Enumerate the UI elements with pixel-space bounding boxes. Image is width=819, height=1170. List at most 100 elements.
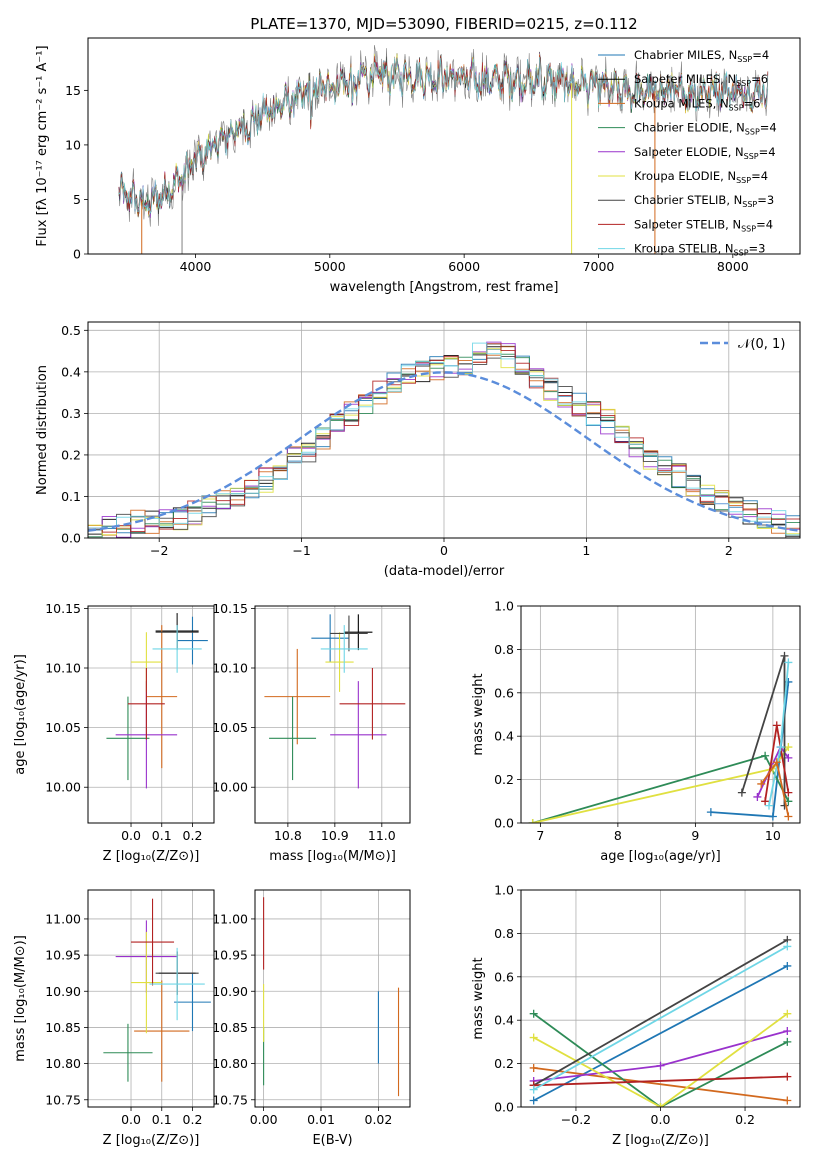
y-tick-label: 0.0 xyxy=(494,816,514,831)
x-tick-label: 6000 xyxy=(448,259,480,274)
weight-line-7 xyxy=(533,945,788,1091)
weight-line-6 xyxy=(533,1075,788,1087)
panel-spectrum: 4000 5000 6000 7000 8000 0 5 10 15 wavelength [An… xyxy=(35,37,801,295)
x-tick-label: 0.1 xyxy=(152,828,172,843)
y-axis-label: Flux [fλ 10⁻¹⁷ erg cm⁻² s⁻¹ A⁻¹] xyxy=(35,45,50,246)
weight-marker xyxy=(656,1061,665,1070)
weight-marker xyxy=(776,743,785,752)
weight-line-1 xyxy=(533,1067,788,1102)
y-tick-label: 11.00 xyxy=(212,911,248,926)
y-tick-label: 0.3 xyxy=(61,406,81,421)
y-tick-label: 15 xyxy=(65,83,81,98)
x-axis-label: Z [log₁₀(Z/Z⊙)] xyxy=(612,1133,709,1148)
y-tick-label: 1.0 xyxy=(494,883,514,898)
x-axis-label: (data-model)/error xyxy=(384,564,505,579)
y-tick-label: 0.4 xyxy=(494,1013,514,1028)
x-axis-label: E(B-V) xyxy=(312,1133,352,1148)
plot-area-age_vs_z xyxy=(88,606,214,823)
y-tick-label: 0.2 xyxy=(494,1056,514,1071)
y-tick-label: 10.75 xyxy=(212,1092,248,1107)
y-tick-label: 10.15 xyxy=(212,601,248,616)
y-tick-label: 10.75 xyxy=(45,1092,81,1107)
y-tick-label: 10.85 xyxy=(45,1020,81,1035)
y-tick-label: 10.00 xyxy=(212,780,248,795)
x-tick-label: 10.8 xyxy=(274,828,302,843)
panel-residuals: −2 −1 0 1 2 0.0 0.1 0.2 0.3 0.4 0.5 (data-model)/er… xyxy=(35,321,801,579)
legend-label-3: Chabrier ELODIE, NSSP=4 xyxy=(634,121,777,137)
legend-label-gaussian: 𝒩(0, 1) xyxy=(738,337,785,352)
weight-marker xyxy=(783,942,792,951)
axes-frame xyxy=(87,605,215,824)
y-tick-label: 10.90 xyxy=(212,984,248,999)
x-tick-label: 11.0 xyxy=(368,828,396,843)
figure-title: PLATE=1370, MJD=53090, FIBERID=0215, z=0… xyxy=(250,15,637,33)
x-tick-label: 0.0 xyxy=(121,828,141,843)
axes-frame xyxy=(87,321,801,539)
y-tick-label: 10.85 xyxy=(212,1020,248,1035)
x-tick-label: 0.02 xyxy=(365,1112,393,1127)
y-axis-label: age [log₁₀(age/yr)] xyxy=(13,654,28,775)
panel-weight_vs_age: 7 8 9 10 0.0 0.2 0.4 0.6 0.8 1.0 age [log₁₀(age/yr… xyxy=(471,599,801,864)
axes-frame xyxy=(87,889,215,1108)
x-tick-label: 0.1 xyxy=(152,1112,172,1127)
y-tick-label: 10.80 xyxy=(212,1056,248,1071)
x-tick-label: −2 xyxy=(150,543,168,558)
legend-label-6: Chabrier STELIB, NSSP=3 xyxy=(634,193,774,209)
weight-marker xyxy=(784,658,793,667)
weight-marker xyxy=(784,743,793,752)
y-tick-label: 5 xyxy=(73,192,81,207)
x-tick-label: 2 xyxy=(725,543,733,558)
axes-frame xyxy=(520,605,801,824)
x-axis-label: Z [log₁₀(Z/Z⊙)] xyxy=(103,1133,200,1148)
weight-marker xyxy=(761,751,770,760)
weight-marker xyxy=(783,1072,792,1081)
weight-marker xyxy=(783,1096,792,1105)
x-tick-label: −0.2 xyxy=(561,1112,591,1127)
y-tick-label: 10.00 xyxy=(45,780,81,795)
x-tick-label: 0.00 xyxy=(250,1112,278,1127)
axes-frame xyxy=(520,889,801,1108)
x-axis-label: age [log₁₀(age/yr)] xyxy=(600,849,721,864)
spectrum-model-line-8 xyxy=(118,56,769,214)
y-tick-label: 10 xyxy=(65,137,81,152)
y-tick-label: 0.4 xyxy=(61,364,81,379)
plot-area-age_vs_mass xyxy=(255,606,410,823)
y-tick-label: 0.1 xyxy=(61,489,81,504)
y-tick-label: 0.8 xyxy=(494,642,514,657)
plot-area-mass_vs_ebv xyxy=(255,890,410,1107)
weight-marker xyxy=(784,788,793,797)
x-axis-label: Z [log₁₀(Z/Z⊙)] xyxy=(103,849,200,864)
weight-marker xyxy=(784,753,793,762)
y-tick-label: 11.00 xyxy=(45,911,81,926)
x-tick-label: 0.01 xyxy=(307,1112,335,1127)
y-tick-label: 0.6 xyxy=(494,685,514,700)
plot-area-spectrum xyxy=(118,45,769,254)
y-axis-label: mass weight xyxy=(471,673,486,755)
axes-frame xyxy=(254,605,411,824)
weight-marker xyxy=(706,808,715,817)
weight-marker xyxy=(529,1033,538,1042)
y-tick-label: 10.15 xyxy=(45,601,81,616)
y-tick-label: 1.0 xyxy=(494,599,514,614)
weight-line-5 xyxy=(533,939,788,1087)
weight-marker xyxy=(783,1009,792,1018)
y-tick-label: 0.5 xyxy=(61,323,81,338)
weight-marker xyxy=(757,779,766,788)
axes-frame xyxy=(87,37,801,255)
panel-mass_vs_ebv: 0.00 0.01 0.02 10.75 10.80 10.85 10.90 10.95 11.… xyxy=(212,889,411,1148)
x-tick-label: −1 xyxy=(292,543,310,558)
legend-label-4: Salpeter ELODIE, NSSP=4 xyxy=(634,145,776,161)
weight-marker xyxy=(780,801,789,810)
y-tick-label: 0.0 xyxy=(494,1100,514,1115)
x-tick-label: 10.9 xyxy=(321,828,349,843)
legend-label-7: Salpeter STELIB, NSSP=4 xyxy=(634,217,773,233)
x-tick-label: 8 xyxy=(614,828,622,843)
weight-line-2 xyxy=(533,1012,788,1107)
y-tick-label: 10.95 xyxy=(45,948,81,963)
y-tick-label: 10.05 xyxy=(45,720,81,735)
weight-marker xyxy=(765,801,773,810)
weight-marker xyxy=(529,1085,538,1094)
legend-label-5: Kroupa ELODIE, NSSP=4 xyxy=(634,169,768,185)
weight-marker xyxy=(753,792,762,801)
x-tick-label: 0.2 xyxy=(183,1112,203,1127)
